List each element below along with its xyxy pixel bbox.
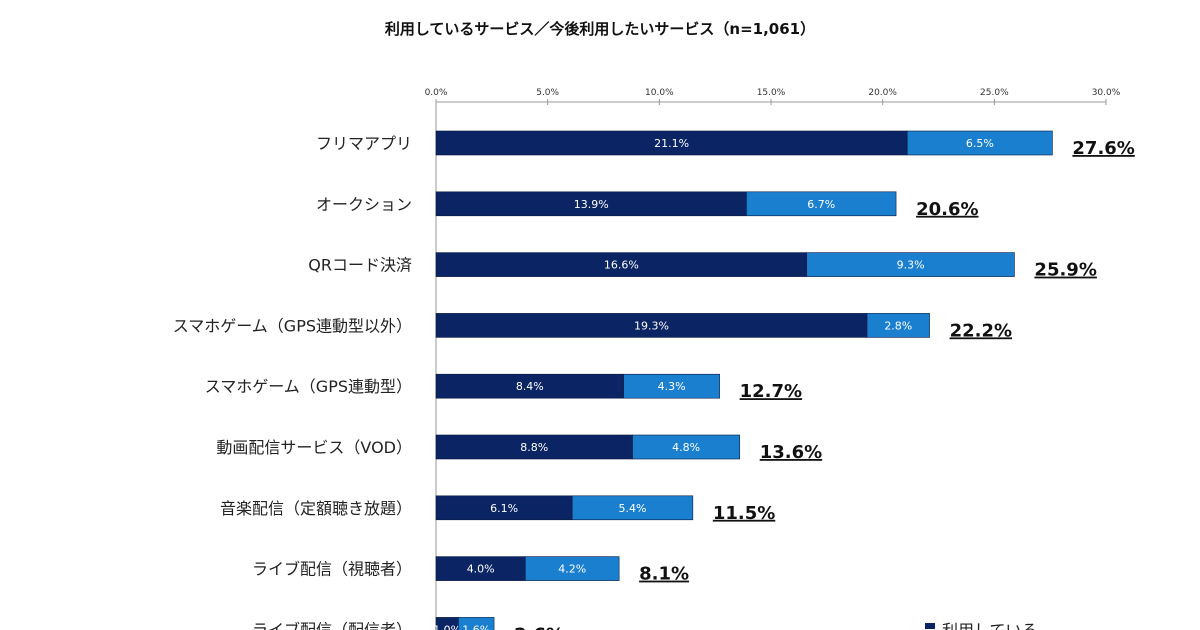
bar-value-label: 4.3% [658,380,686,393]
bar-segment [906,130,1053,156]
total-label: 27.6% [1072,138,1134,159]
bar-value-label: 1.0% [433,623,461,630]
bar-segment [458,617,495,630]
x-tick-label: 25.0% [980,88,1009,98]
legend-label: 利用している [942,621,1038,630]
bar-segment [435,434,633,460]
bar-value-label: 6.5% [966,137,994,150]
bar-value-label: 8.8% [520,441,548,454]
bar-value-label: 16.6% [604,259,639,272]
bar-segment [746,191,897,217]
bar-value-label: 4.2% [558,563,586,576]
category-label: 動画配信サービス（VOD） [216,438,412,457]
bar-value-label: 19.3% [634,319,669,332]
x-tick-label: 5.0% [536,88,559,98]
bar-value-label: 6.7% [807,198,835,211]
bar-value-label: 8.4% [516,380,544,393]
legend-swatch [925,623,935,629]
category-label: スマホゲーム（GPS連動型） [205,377,412,396]
bar-value-label: 9.3% [897,259,925,272]
x-tick-label: 30.0% [1092,88,1121,98]
category-label: QRコード決済 [308,256,412,275]
bar-segment [806,252,1015,277]
bar-segment [435,252,808,277]
category-label: オークション [316,195,412,214]
total-label: 11.5% [713,503,775,524]
bar-segment [435,495,573,521]
bar-value-label: 1.6% [462,623,490,630]
x-tick-label: 0.0% [425,88,448,98]
total-label: 20.6% [916,199,978,220]
category-label: ライブ配信（配信者） [252,620,412,630]
total-label: 25.9% [1034,260,1096,281]
bar-value-label: 6.1% [490,502,518,515]
bar-segment [866,313,930,338]
bar-segment [435,130,908,156]
bar-value-label: 13.9% [574,198,609,211]
category-label: 音楽配信（定額聴き放題） [220,499,412,518]
bar-segment [623,373,720,399]
chart-title: 利用しているサービス／今後利用したいサービス（n=1,061） [384,20,816,38]
category-label: ライブ配信（視聴者） [252,560,412,579]
bar-value-label: 21.1% [654,137,689,150]
x-tick-label: 10.0% [645,88,674,98]
category-label: フリマアプリ [316,134,412,153]
category-label: スマホゲーム（GPS連動型以外） [173,316,412,335]
bar-segment [435,556,526,581]
bar-segment [571,495,694,521]
bar-value-label: 2.8% [884,319,912,332]
bar-value-label: 5.4% [619,502,647,515]
x-tick-label: 20.0% [868,88,897,98]
total-label: 22.2% [950,320,1012,341]
bar-value-label: 4.8% [672,441,700,454]
x-tick-label: 15.0% [757,88,786,98]
total-label: 2.6% [514,624,564,630]
total-label: 13.6% [760,442,822,463]
bar-segment [632,434,741,460]
bar-segment [435,373,624,399]
bar-segment [525,556,620,581]
total-label: 8.1% [639,564,689,585]
total-label: 12.7% [740,381,802,402]
bar-segment [435,313,868,338]
bar-value-label: 4.0% [467,563,495,576]
